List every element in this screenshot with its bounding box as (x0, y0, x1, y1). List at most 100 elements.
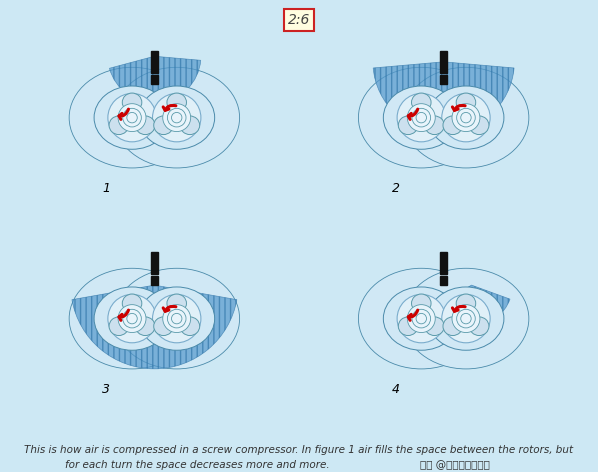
Ellipse shape (452, 104, 480, 132)
Ellipse shape (456, 294, 476, 312)
Ellipse shape (387, 89, 456, 146)
Ellipse shape (139, 287, 215, 350)
Ellipse shape (142, 290, 211, 347)
Ellipse shape (79, 76, 185, 160)
Ellipse shape (413, 76, 519, 160)
Ellipse shape (425, 116, 444, 135)
Ellipse shape (142, 89, 211, 146)
Ellipse shape (443, 317, 462, 336)
Bar (440, 252, 447, 274)
Ellipse shape (97, 290, 167, 347)
Ellipse shape (398, 317, 418, 336)
Wedge shape (373, 62, 514, 133)
Ellipse shape (167, 109, 186, 127)
Ellipse shape (130, 81, 223, 154)
Ellipse shape (358, 268, 484, 369)
Ellipse shape (368, 276, 474, 361)
Bar (440, 276, 447, 285)
Ellipse shape (431, 290, 501, 347)
Bar (440, 75, 447, 84)
Ellipse shape (118, 104, 146, 132)
Ellipse shape (469, 317, 489, 336)
Ellipse shape (152, 295, 201, 343)
Ellipse shape (435, 92, 497, 143)
Ellipse shape (403, 67, 529, 168)
Ellipse shape (420, 282, 512, 355)
Bar (151, 51, 158, 73)
Ellipse shape (101, 92, 163, 143)
Ellipse shape (127, 112, 138, 123)
Ellipse shape (130, 282, 223, 355)
Ellipse shape (101, 293, 163, 345)
Ellipse shape (375, 282, 468, 355)
Ellipse shape (452, 304, 480, 333)
Text: 2:6: 2:6 (288, 13, 310, 27)
Ellipse shape (416, 279, 515, 358)
Ellipse shape (124, 76, 230, 160)
Ellipse shape (72, 70, 191, 165)
Ellipse shape (456, 93, 476, 112)
Ellipse shape (167, 309, 186, 328)
Ellipse shape (118, 304, 146, 333)
Text: 3: 3 (102, 383, 110, 396)
Ellipse shape (372, 78, 471, 157)
Ellipse shape (167, 93, 187, 112)
Ellipse shape (428, 86, 504, 149)
Ellipse shape (407, 70, 526, 165)
Wedge shape (72, 285, 237, 369)
Ellipse shape (390, 293, 453, 345)
Ellipse shape (383, 287, 459, 350)
Ellipse shape (122, 93, 142, 112)
Ellipse shape (83, 78, 182, 157)
Ellipse shape (407, 304, 435, 333)
Ellipse shape (416, 78, 515, 157)
Text: This is how air is compressed in a screw compressor. In figure 1 air fills the s: This is how air is compressed in a screw… (25, 445, 573, 455)
Ellipse shape (411, 294, 431, 312)
Ellipse shape (76, 274, 188, 363)
Text: 头条 @电气自动化应用: 头条 @电气自动化应用 (420, 460, 489, 470)
Ellipse shape (412, 309, 431, 328)
Ellipse shape (145, 293, 208, 345)
Text: 2: 2 (392, 182, 399, 195)
Ellipse shape (457, 109, 475, 127)
Ellipse shape (69, 268, 195, 369)
Ellipse shape (412, 109, 431, 127)
Ellipse shape (86, 81, 178, 154)
Ellipse shape (97, 89, 167, 146)
Ellipse shape (114, 268, 240, 369)
Bar (151, 276, 158, 285)
Ellipse shape (368, 76, 474, 160)
Ellipse shape (180, 317, 200, 336)
Ellipse shape (152, 93, 201, 142)
Ellipse shape (390, 92, 453, 143)
Ellipse shape (425, 317, 444, 336)
Ellipse shape (121, 274, 233, 363)
Ellipse shape (117, 271, 236, 366)
Ellipse shape (154, 317, 173, 336)
Ellipse shape (163, 304, 191, 333)
Wedge shape (436, 285, 510, 326)
Ellipse shape (398, 116, 418, 135)
Ellipse shape (167, 294, 187, 312)
Ellipse shape (163, 104, 191, 132)
Ellipse shape (460, 313, 471, 324)
Ellipse shape (411, 93, 431, 112)
Ellipse shape (362, 70, 481, 165)
Text: 1: 1 (102, 182, 110, 195)
Ellipse shape (94, 287, 170, 350)
Ellipse shape (442, 93, 490, 142)
Ellipse shape (136, 116, 155, 135)
Bar (151, 252, 158, 274)
Ellipse shape (416, 313, 426, 324)
Ellipse shape (416, 112, 426, 123)
Ellipse shape (365, 73, 477, 162)
Ellipse shape (124, 276, 230, 361)
Ellipse shape (154, 116, 173, 135)
Ellipse shape (420, 81, 512, 154)
Ellipse shape (372, 279, 471, 358)
Ellipse shape (442, 295, 490, 343)
Ellipse shape (397, 295, 446, 343)
Ellipse shape (407, 104, 435, 132)
Ellipse shape (435, 293, 497, 345)
Ellipse shape (127, 78, 226, 157)
